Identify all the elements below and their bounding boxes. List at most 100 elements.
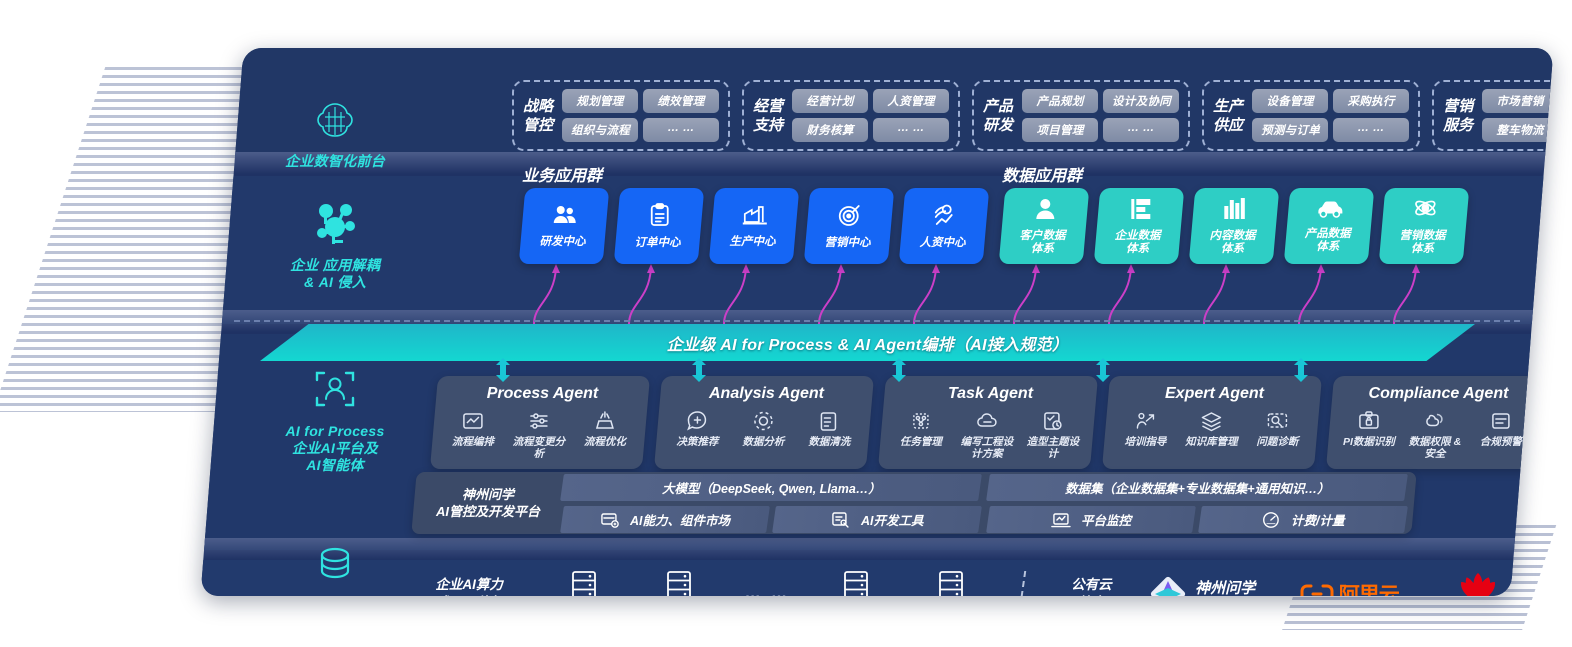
person-scan-icon [250, 366, 420, 417]
domain-chip[interactable]: 规划管理 [562, 89, 639, 113]
agent-title: Analysis Agent [708, 385, 824, 402]
agent-feature[interactable]: 合规预警 [1473, 410, 1529, 460]
agent-feature[interactable]: 造型主题设计 [1025, 410, 1081, 460]
gauge-icon [1263, 511, 1280, 527]
market-gear-icon [601, 512, 619, 527]
domain-group-name: 生产 供应 [1213, 97, 1244, 134]
infra-node-allinone-2[interactable]: AI一体机 [903, 569, 998, 596]
agent-feature[interactable]: 任务管理 [893, 410, 949, 460]
agent-compliance[interactable]: Compliance Agent PI数据识别 数据权限 & 安全 [1325, 376, 1547, 469]
infra-node-allinone-1[interactable]: AI一体机 [809, 569, 904, 596]
domain-chip[interactable]: … … [1103, 118, 1180, 142]
domain-chip[interactable]: 预测与订单 [1252, 118, 1329, 142]
agent-feature[interactable]: 决策推荐 [669, 410, 725, 448]
domain-chip[interactable]: 产品规划 [1022, 89, 1099, 113]
updown-arrow-icon [1294, 358, 1308, 382]
platform-datasets-row[interactable]: 数据集（企业数据集+专业数据集+通用知识…） [986, 473, 1408, 501]
business-group-heading: 业务应用群 [522, 168, 603, 185]
platform-cell-dev-tools[interactable]: AI开发工具 [772, 505, 982, 533]
domain-chip[interactable]: … … [1333, 118, 1410, 142]
agent-expert[interactable]: Expert Agent 培训指导 知识库管理 [1101, 376, 1323, 469]
users-icon [552, 204, 578, 231]
domain-chip[interactable]: 项目管理 [1022, 118, 1099, 142]
huawei-logo-icon [1461, 572, 1496, 596]
platform-label: 神州问学 AI管控及开发平台 [435, 487, 540, 519]
domain-chip[interactable]: … … [873, 118, 950, 142]
agent-feature[interactable]: 编写工程设计方案 [959, 410, 1015, 460]
infra-node-datacenter-1[interactable]: 数据中心 [536, 569, 631, 596]
domain-group-product-rd[interactable]: 产品 研发 产品规划 设计及协同 项目管理 … … [972, 80, 1191, 151]
domain-chip[interactable]: 人资管理 [873, 89, 950, 113]
card-rd-center[interactable]: 研发中心 [518, 188, 610, 264]
card-marketing-data[interactable]: 营销数据 体系 [1378, 188, 1470, 264]
ai-platform-strip: 神州问学 AI管控及开发平台 大模型（DeepSeek, Qwen, Llama…… [411, 472, 1417, 534]
platform-models-row[interactable]: 大模型（DeepSeek, Qwen, Llama…） [560, 473, 982, 501]
card-product-data[interactable]: 产品数据 体系 [1283, 188, 1375, 264]
domain-group-production-supply[interactable]: 生产 供应 设备管理 采购执行 预测与订单 … … [1202, 80, 1421, 151]
agent-task[interactable]: Task Agent 任务管理 编写工程设计方案 [877, 376, 1099, 469]
domain-chip[interactable]: 经营计划 [792, 89, 869, 113]
feature-label: 造型主题设计 [1026, 436, 1080, 460]
card-label: 人资中心 [919, 236, 966, 249]
sliders-icon [530, 413, 548, 429]
card-production-center[interactable]: 生产中心 [708, 188, 800, 264]
agent-feature[interactable]: 问题诊断 [1249, 410, 1305, 448]
domain-group-strategy[interactable]: 战略 管控 规划管理 绩效管理 组织与流程 … … [512, 80, 731, 151]
agent-feature[interactable]: PI数据识别 [1341, 410, 1397, 460]
flow-chart-icon [463, 413, 483, 429]
logo-smart-vision[interactable]: 神州问学 Smart Vision [1138, 573, 1274, 596]
agent-analysis[interactable]: Analysis Agent 决策推荐 数据分析 [653, 376, 875, 469]
infra-node-datacenter-2[interactable]: 数据中心 [631, 569, 726, 596]
feature-label: PI数据识别 [1342, 436, 1395, 448]
agent-title: Expert Agent [1164, 385, 1264, 402]
training-icon [1136, 412, 1155, 429]
agent-title: Process Agent [486, 385, 599, 402]
agent-feature[interactable]: 流程变更分析 [511, 410, 567, 460]
card-content-data[interactable]: 内容数据 体系 [1188, 188, 1280, 264]
platform-cell-billing[interactable]: 计费/计量 [1198, 505, 1408, 533]
domain-chip[interactable]: 财务核算 [792, 118, 869, 142]
feature-label: 流程编排 [451, 436, 494, 448]
agent-feature[interactable]: 数据权限 & 安全 [1407, 410, 1463, 460]
domain-chip[interactable]: 整车物流 [1482, 118, 1554, 142]
domain-chip[interactable]: 组织与流程 [562, 118, 639, 142]
domain-chip[interactable]: 设备管理 [1252, 89, 1329, 113]
agent-feature[interactable]: 流程优化 [577, 410, 633, 460]
domain-chip[interactable]: … … [643, 118, 720, 142]
infra-ellipsis: … … [744, 585, 791, 596]
agent-feature[interactable]: 数据分析 [735, 410, 791, 448]
feature-label: 合规预警 [1479, 436, 1522, 448]
cloud-write-icon [977, 413, 997, 427]
domain-chip[interactable]: 绩效管理 [643, 89, 720, 113]
card-enterprise-data[interactable]: 企业数据 体系 [1093, 188, 1185, 264]
logo-huawei[interactable]: HUAWEI [1425, 572, 1532, 596]
rail-label: 企业数智化前台 [284, 153, 386, 169]
data-application-cards: 客户数据 体系 企业数据 体系 内容数据 体系 [998, 188, 1470, 264]
platform-cell-monitoring[interactable]: 平台监控 [986, 505, 1196, 533]
feature-label: 流程变更分析 [512, 436, 566, 460]
bars-icon [1223, 197, 1247, 225]
card-label: 生产中心 [729, 236, 776, 248]
card-hr-center[interactable]: 人资中心 [898, 188, 990, 264]
agent-feature[interactable]: 培训指导 [1117, 410, 1173, 448]
card-order-center[interactable]: 订单中心 [613, 188, 705, 264]
domain-group-operations[interactable]: 经营 支持 经营计划 人资管理 财务核算 … … [742, 80, 961, 151]
card-customer-data[interactable]: 客户数据 体系 [998, 188, 1090, 264]
domain-chip[interactable]: 市场营销 [1482, 89, 1554, 113]
platform-cell-ai-market[interactable]: AI能力、组件市场 [560, 505, 770, 533]
agent-feature[interactable]: 数据清洗 [801, 410, 857, 448]
domain-group-name: 产品 研发 [983, 97, 1014, 134]
person-chart-icon [932, 203, 958, 232]
data-group-heading: 数据应用群 [1002, 168, 1083, 185]
agent-process[interactable]: Process Agent 流程编排 流程变更分析 [429, 376, 651, 469]
card-label: 企业数据 体系 [1114, 229, 1161, 255]
agent-feature[interactable]: 流程编排 [445, 410, 501, 460]
card-marketing-center[interactable]: 营销中心 [803, 188, 895, 264]
feature-label: 决策推荐 [676, 436, 719, 448]
agent-feature[interactable]: 知识库管理 [1183, 410, 1239, 448]
domain-chip[interactable]: 采购执行 [1333, 89, 1410, 113]
monitor-icon [1051, 512, 1071, 527]
logo-alibaba-cloud[interactable]: 阿里云 [1274, 579, 1424, 596]
domain-chip[interactable]: 设计及协同 [1103, 89, 1180, 113]
